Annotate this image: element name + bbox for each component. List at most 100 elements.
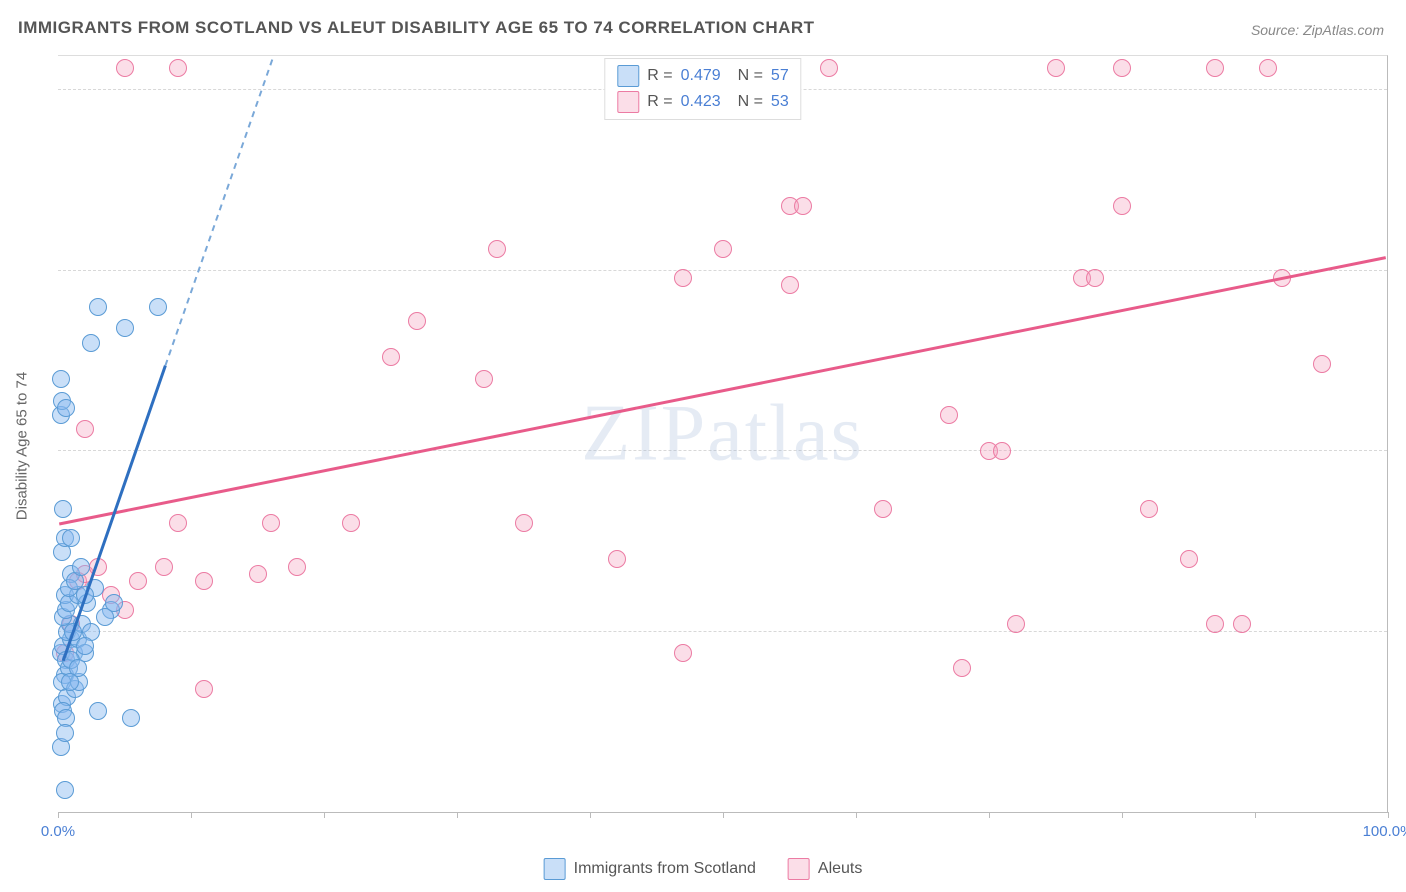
plot-area: ZIPatlas 25.0%50.0%75.0%100.0%0.0%100.0% — [58, 55, 1388, 813]
data-point-aleuts — [288, 558, 306, 576]
series-legend: Immigrants from Scotland Aleuts — [544, 858, 863, 880]
gridline — [58, 450, 1387, 451]
data-point-aleuts — [475, 370, 493, 388]
data-point-scotland — [52, 370, 70, 388]
data-point-aleuts — [116, 59, 134, 77]
gridline — [58, 631, 1387, 632]
data-point-scotland — [76, 637, 94, 655]
data-point-aleuts — [1140, 500, 1158, 518]
data-point-scotland — [72, 558, 90, 576]
data-point-aleuts — [794, 197, 812, 215]
xtick-mark — [58, 812, 59, 818]
legend-label-aleuts: Aleuts — [818, 860, 862, 878]
data-point-aleuts — [262, 514, 280, 532]
data-point-aleuts — [1086, 269, 1104, 287]
data-point-aleuts — [1007, 615, 1025, 633]
xtick-mark — [856, 812, 857, 818]
xtick-mark — [989, 812, 990, 818]
data-point-aleuts — [195, 680, 213, 698]
data-point-aleuts — [169, 59, 187, 77]
data-point-aleuts — [714, 240, 732, 258]
data-point-scotland — [116, 319, 134, 337]
gridline — [58, 270, 1387, 271]
data-point-aleuts — [408, 312, 426, 330]
data-point-scotland — [82, 334, 100, 352]
data-point-scotland — [89, 298, 107, 316]
chart-container: IMMIGRANTS FROM SCOTLAND VS ALEUT DISABI… — [0, 0, 1406, 892]
ytick-label: 50.0% — [1397, 426, 1406, 443]
data-point-aleuts — [953, 659, 971, 677]
source-label: Source: — [1251, 22, 1299, 38]
data-point-aleuts — [1273, 269, 1291, 287]
data-point-scotland — [76, 586, 94, 604]
xtick-mark — [324, 812, 325, 818]
data-point-aleuts — [674, 644, 692, 662]
legend-swatch-aleuts-2 — [788, 858, 810, 880]
data-point-aleuts — [89, 558, 107, 576]
legend-swatch-scotland — [617, 65, 639, 87]
data-point-aleuts — [488, 240, 506, 258]
data-point-aleuts — [515, 514, 533, 532]
data-point-aleuts — [195, 572, 213, 590]
data-point-aleuts — [1180, 550, 1198, 568]
data-point-scotland — [54, 500, 72, 518]
data-point-scotland — [57, 399, 75, 417]
n-value-aleuts: 53 — [771, 93, 789, 111]
legend-row-aleuts: R =0.423 N =53 — [613, 89, 792, 115]
xtick-mark — [1255, 812, 1256, 818]
xtick-mark — [191, 812, 192, 818]
xtick-mark — [457, 812, 458, 818]
legend-swatch-scotland-2 — [544, 858, 566, 880]
xtick-mark — [590, 812, 591, 818]
data-point-aleuts — [129, 572, 147, 590]
data-point-aleuts — [155, 558, 173, 576]
legend-item-aleuts: Aleuts — [788, 858, 862, 880]
data-point-aleuts — [874, 500, 892, 518]
trend-lines-layer — [58, 56, 1387, 812]
data-point-aleuts — [1206, 59, 1224, 77]
data-point-aleuts — [1313, 355, 1331, 373]
data-point-aleuts — [382, 348, 400, 366]
data-point-aleuts — [1113, 59, 1131, 77]
watermark: ZIPatlas — [581, 389, 864, 480]
data-point-scotland — [105, 594, 123, 612]
xtick-mark — [723, 812, 724, 818]
n-value-scotland: 57 — [771, 67, 789, 85]
xtick-label: 0.0% — [41, 823, 75, 840]
data-point-aleuts — [169, 514, 187, 532]
data-point-aleuts — [608, 550, 626, 568]
data-point-scotland — [62, 529, 80, 547]
data-point-aleuts — [1113, 197, 1131, 215]
data-point-aleuts — [993, 442, 1011, 460]
legend-item-scotland: Immigrants from Scotland — [544, 858, 756, 880]
legend-row-scotland: R =0.479 N =57 — [613, 63, 792, 89]
data-point-aleuts — [1047, 59, 1065, 77]
chart-title: IMMIGRANTS FROM SCOTLAND VS ALEUT DISABI… — [18, 18, 815, 38]
legend-label-scotland: Immigrants from Scotland — [574, 860, 756, 878]
ytick-label: 75.0% — [1397, 245, 1406, 262]
data-point-scotland — [89, 702, 107, 720]
data-point-aleuts — [940, 406, 958, 424]
ytick-label: 25.0% — [1397, 606, 1406, 623]
xtick-label: 100.0% — [1363, 823, 1406, 840]
xtick-mark — [1122, 812, 1123, 818]
data-point-aleuts — [1233, 615, 1251, 633]
data-point-aleuts — [1259, 59, 1277, 77]
source-attribution: Source: ZipAtlas.com — [1251, 22, 1384, 38]
r-value-aleuts: 0.423 — [681, 93, 721, 111]
data-point-scotland — [56, 781, 74, 799]
data-point-aleuts — [342, 514, 360, 532]
data-point-aleuts — [1206, 615, 1224, 633]
xtick-mark — [1388, 812, 1389, 818]
r-value-scotland: 0.479 — [681, 67, 721, 85]
data-point-scotland — [149, 298, 167, 316]
data-point-aleuts — [820, 59, 838, 77]
y-axis-label: Disability Age 65 to 74 — [14, 372, 31, 520]
data-point-aleuts — [249, 565, 267, 583]
source-value: ZipAtlas.com — [1303, 22, 1384, 38]
data-point-aleuts — [674, 269, 692, 287]
data-point-scotland — [122, 709, 140, 727]
data-point-aleuts — [76, 420, 94, 438]
data-point-scotland — [56, 724, 74, 742]
ytick-label: 100.0% — [1397, 65, 1406, 82]
